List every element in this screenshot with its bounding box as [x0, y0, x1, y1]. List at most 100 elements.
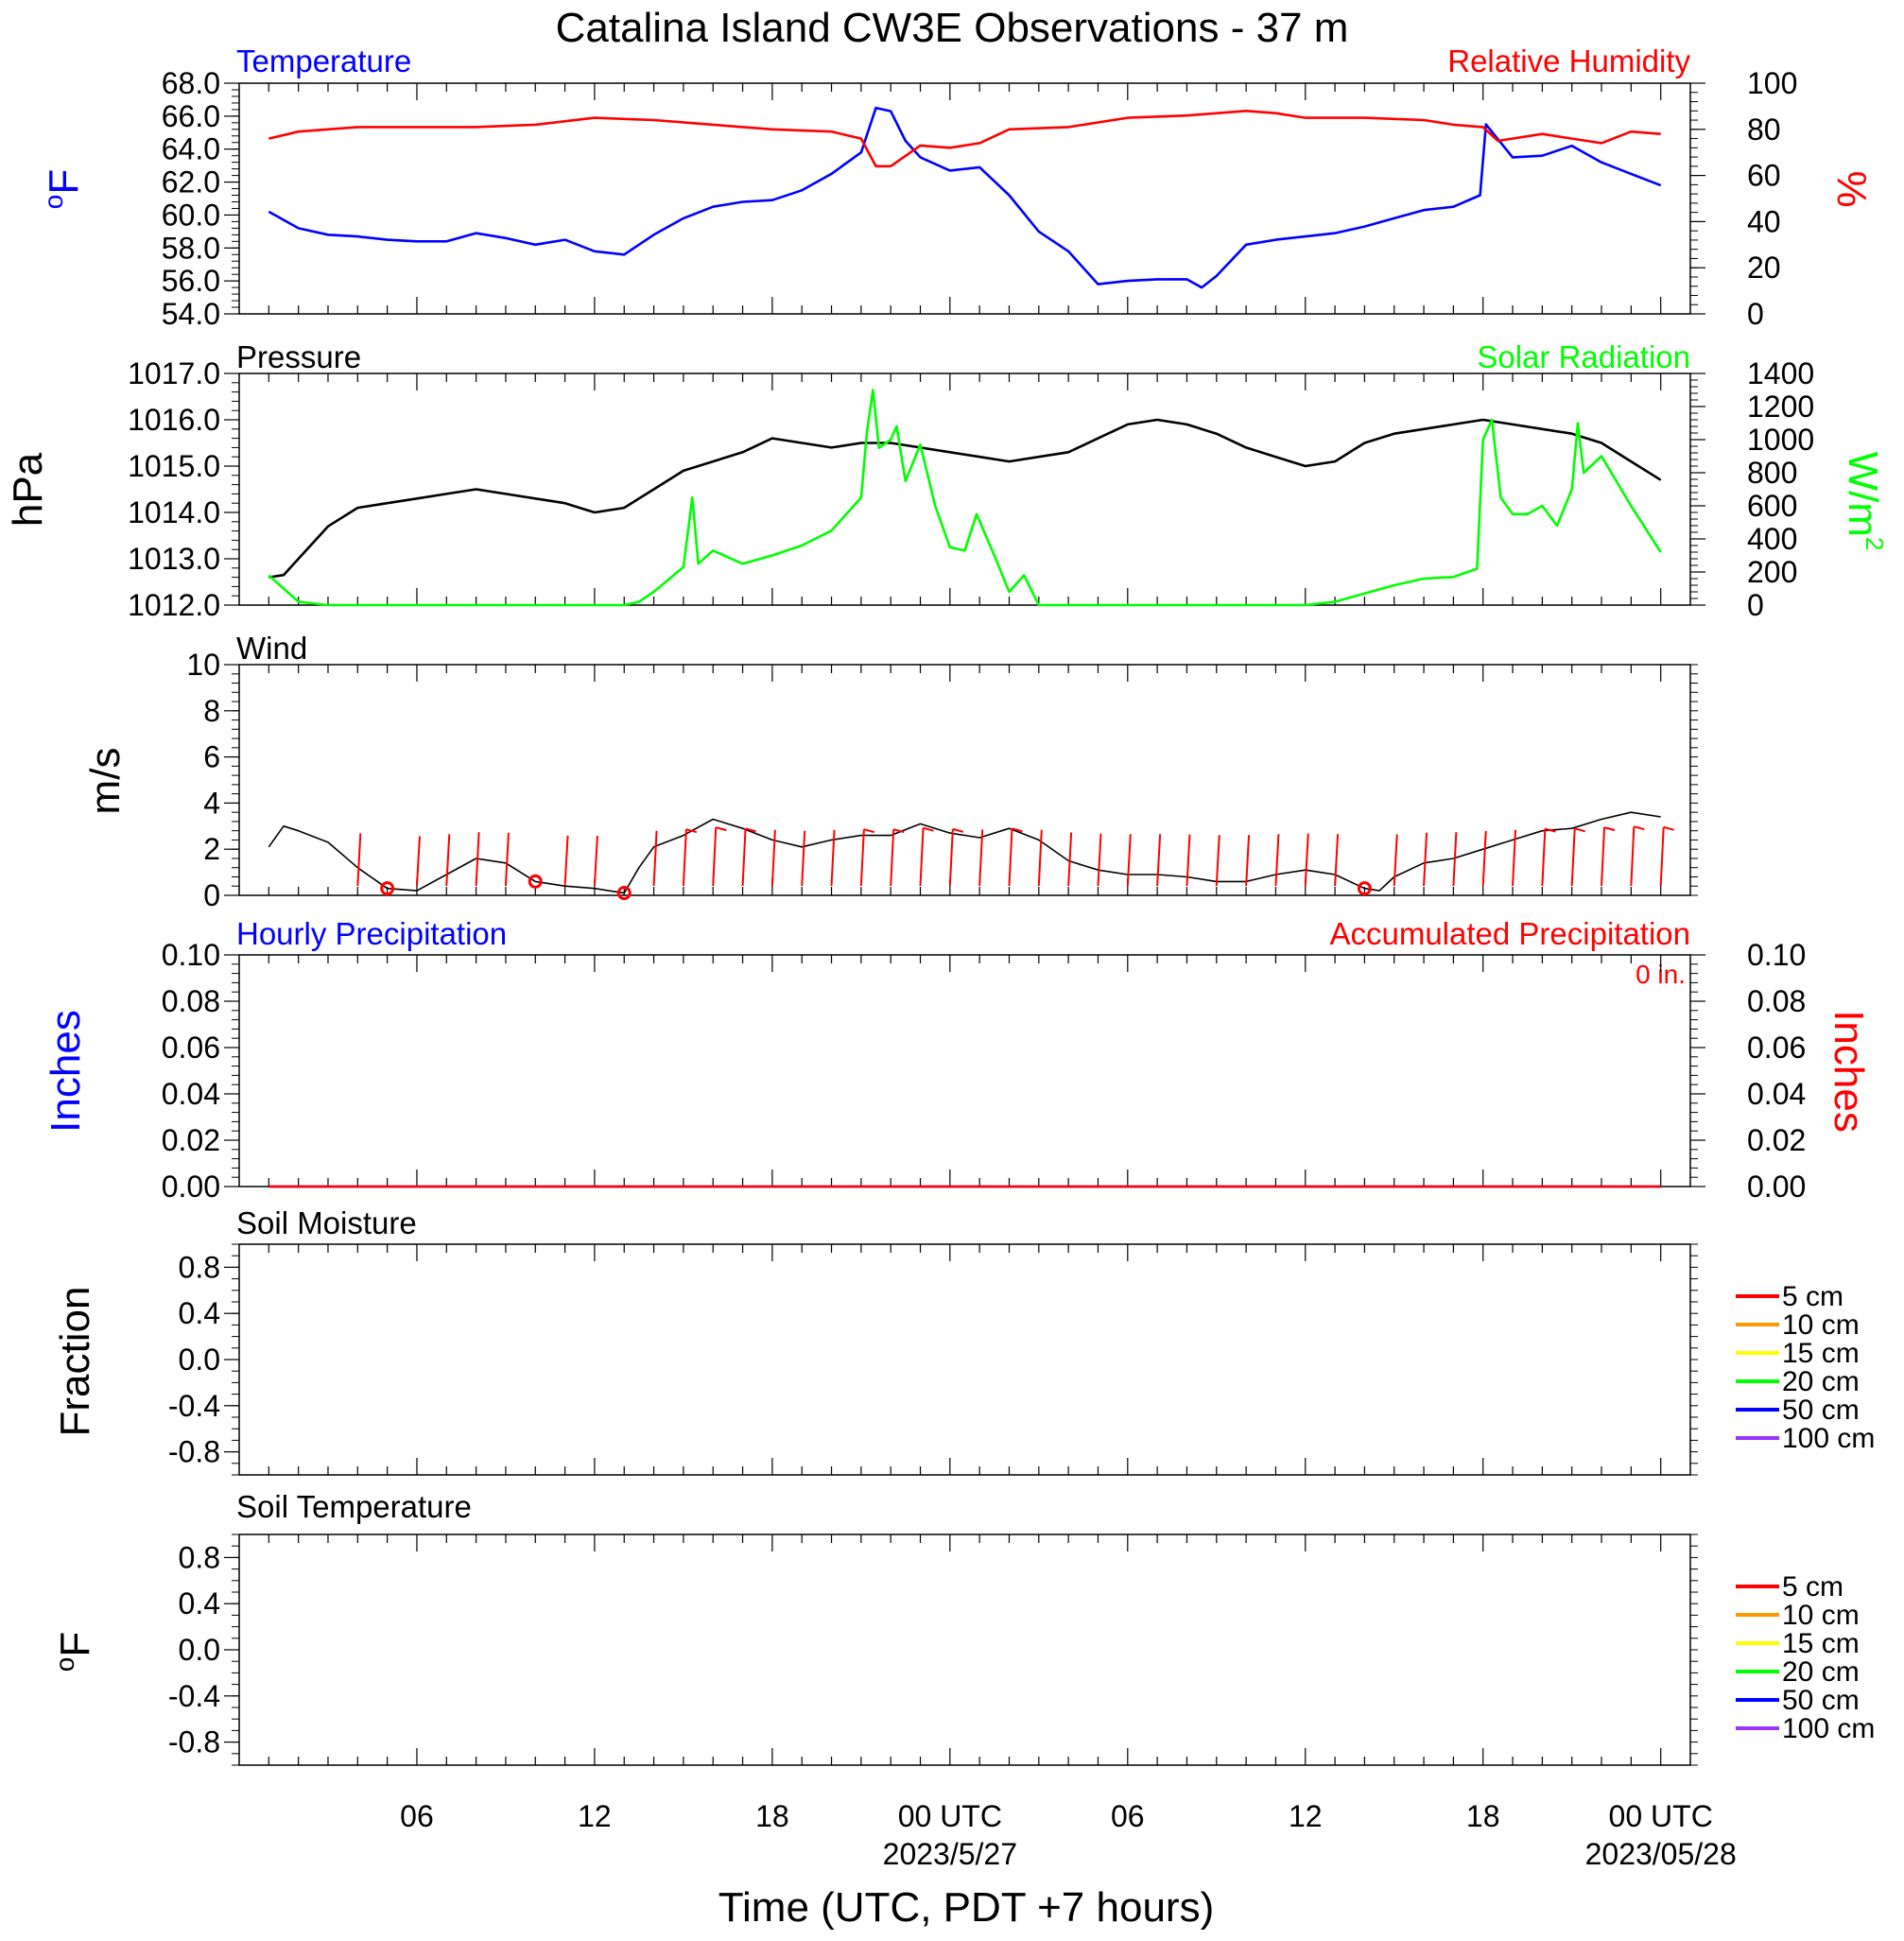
calm-wind-marker — [616, 886, 632, 901]
x-tick-date-label: 2023/5/27 — [883, 1837, 1017, 1871]
y-tick-label: 0.10 — [162, 938, 220, 972]
plot-frame — [238, 1534, 1691, 1766]
y-right-tick-label: 400 — [1747, 522, 1797, 556]
wind-barb — [504, 832, 510, 887]
x-tick-label: 00 UTC — [1609, 1799, 1713, 1833]
wind-barb — [1067, 832, 1073, 887]
series-line-wind — [268, 811, 1661, 894]
panel-soil-moisture: Soil Moisture Fraction -0.8 -0.4 0.0 0.4 0.8… — [52, 1205, 1875, 1476]
panel-soil-temperature: Soil Temperature oF -0.8 -0.4 0.0 0.4 0.8 5 c… — [50, 1489, 1875, 1766]
y-tick-label: 0 — [203, 878, 220, 912]
legend-label: 50 cm — [1782, 1395, 1860, 1426]
y-tick-label: 56.0 — [162, 264, 220, 298]
panel-right-title: Accumulated Precipitation — [1329, 916, 1690, 951]
panel-pressure-solar: Pressure Solar Radiation hPa W/m2 1012.0… — [5, 339, 1889, 622]
calm-wind-marker — [528, 874, 543, 889]
y-tick-label: 10 — [186, 648, 220, 682]
x-tick-label: 18 — [755, 1799, 789, 1833]
wind-barb — [1274, 834, 1280, 887]
y-tick-label: 6 — [203, 740, 220, 774]
x-tick-label: 06 — [400, 1799, 434, 1833]
y-tick-label: 2 — [203, 832, 220, 866]
wind-barb — [1452, 832, 1458, 887]
wind-barb — [415, 836, 421, 887]
panel-left-title: Hourly Precipitation — [236, 916, 507, 951]
wind-barb — [1156, 834, 1162, 887]
series-line-temperature — [268, 106, 1662, 289]
panel-right-title: Relative Humidity — [1447, 43, 1690, 78]
wind-barb — [978, 829, 984, 887]
y-right-tick-label: 1000 — [1747, 423, 1814, 457]
y-right-tick-label: 60 — [1747, 159, 1781, 193]
y-right-tick-label: 40 — [1747, 204, 1781, 238]
y-right-tick-label: 0.00 — [1747, 1170, 1806, 1204]
y-tick-label: 0.06 — [162, 1031, 220, 1065]
wind-barb-flag — [1574, 827, 1585, 833]
wind-barb — [770, 829, 776, 887]
y-tick-label: 4 — [203, 786, 220, 820]
y-right-tick-label: 20 — [1747, 251, 1781, 285]
panel-left-title: Soil Moisture — [236, 1205, 417, 1240]
wind-barb — [1393, 834, 1398, 887]
y-right-tick-label: 80 — [1747, 113, 1781, 147]
wind-barb-flag — [1545, 827, 1556, 833]
wind-barb — [563, 835, 569, 887]
soil-moisture-unit-label: Fraction — [52, 1287, 98, 1437]
y-right-tick-label: 0 — [1747, 588, 1764, 622]
wind-barb — [1570, 828, 1576, 887]
y-tick-label: 66.0 — [162, 99, 220, 133]
wind-barb — [1186, 834, 1191, 887]
y-tick-label: 0.4 — [179, 1296, 220, 1330]
legend-label: 15 cm — [1782, 1338, 1860, 1369]
wind-barb — [1215, 835, 1220, 887]
wind-barb — [830, 829, 836, 887]
y-tick-label: 1012.0 — [128, 588, 220, 622]
wind-barb — [1659, 826, 1665, 887]
wind-barb — [445, 834, 451, 887]
y-right-tick-label: 0.10 — [1747, 938, 1806, 972]
wind-barb — [1423, 832, 1428, 887]
chart-title: Catalina Island CW3E Observations - 37 m — [556, 5, 1349, 51]
wind-barb — [712, 827, 718, 887]
wind-unit-label: m/s — [82, 748, 129, 815]
wind-barb-flag — [923, 826, 934, 832]
y-right-tick-label: 100 — [1747, 66, 1797, 100]
wind-barb — [859, 829, 865, 887]
solar-unit-label: W/m2 — [1840, 452, 1889, 551]
y-right-tick-label: 0.08 — [1747, 984, 1806, 1018]
y-tick-label: 0.08 — [162, 984, 220, 1018]
calm-wind-marker — [1357, 881, 1372, 896]
humidity-unit-label: % — [1828, 170, 1875, 207]
plot-frame — [238, 954, 1691, 1187]
panel-temperature-humidity: Temperature Relative Humidity oF % 54.05… — [39, 43, 1875, 331]
y-right-tick-label: 1200 — [1747, 390, 1814, 424]
y-tick-label: 8 — [203, 694, 220, 728]
wind-barb — [890, 829, 895, 887]
precip-right-unit-label: Inches — [1826, 1010, 1872, 1133]
wind-barb — [652, 830, 658, 887]
wind-barb — [1008, 828, 1013, 887]
panel-precipitation: Hourly Precipitation Accumulated Precipi… — [43, 916, 1872, 1204]
wind-barb — [682, 829, 687, 887]
wind-barb — [1097, 833, 1102, 887]
wind-barb — [1126, 834, 1132, 887]
x-tick-date-label: 2023/05/28 — [1585, 1837, 1737, 1871]
x-axis-label: Time (UTC, PDT +7 hours) — [718, 1884, 1214, 1931]
wind-barb — [1512, 829, 1517, 887]
y-tick-label: 1016.0 — [128, 403, 220, 437]
temperature-unit-label: oF — [39, 169, 87, 209]
wind-barb-flag — [715, 826, 727, 832]
wind-barb-flag — [685, 828, 698, 834]
pressure-unit-label: hPa — [5, 452, 51, 527]
y-tick-label: 54.0 — [162, 297, 220, 331]
soil-temperature-unit-label: oF — [50, 1632, 98, 1672]
x-tick-label: 18 — [1466, 1799, 1500, 1833]
x-tick-label: 00 UTC — [898, 1799, 1002, 1833]
series-line-solar-radiation — [268, 389, 1662, 607]
panel-left-title: Pressure — [236, 339, 361, 374]
precip-left-unit-label: Inches — [43, 1010, 89, 1133]
x-tick-label: 12 — [1289, 1799, 1323, 1833]
y-right-tick-label: 200 — [1747, 555, 1797, 589]
wind-barb — [475, 832, 480, 887]
y-tick-label: 1014.0 — [128, 495, 220, 529]
